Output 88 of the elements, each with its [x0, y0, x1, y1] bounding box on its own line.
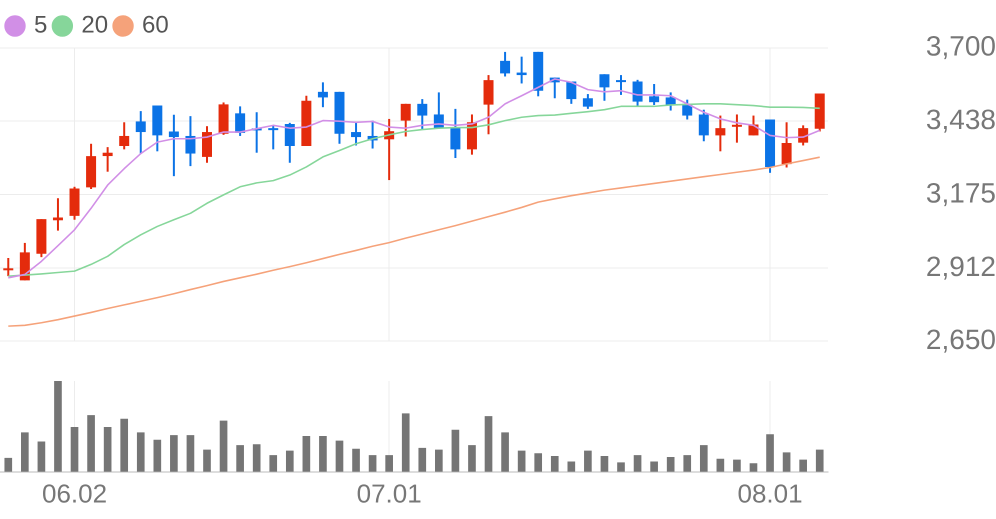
y-tick-label: 3,438 — [926, 104, 996, 135]
bar — [501, 432, 509, 472]
candlestick — [732, 113, 742, 144]
bar — [38, 442, 46, 472]
bar — [634, 455, 642, 472]
bar — [136, 432, 145, 472]
bar — [402, 413, 410, 472]
candlestick — [268, 124, 278, 150]
bar — [236, 445, 244, 472]
bar — [650, 461, 658, 472]
bar — [733, 460, 741, 472]
legend-label: 20 — [81, 12, 108, 39]
candlestick — [649, 83, 660, 106]
bar — [782, 452, 790, 472]
candlestick — [715, 114, 726, 152]
bar — [435, 450, 443, 472]
bar — [4, 458, 12, 472]
bar — [518, 450, 526, 472]
bar — [666, 456, 675, 472]
candlestick — [500, 50, 510, 78]
y-tick-label: 3,175 — [926, 177, 996, 208]
bar — [683, 455, 692, 472]
bar — [302, 436, 310, 472]
candlestick — [632, 78, 643, 108]
bar — [104, 426, 112, 472]
bar — [700, 445, 708, 472]
bar — [716, 458, 724, 472]
bar — [550, 456, 559, 472]
bar — [567, 461, 576, 472]
bar — [203, 450, 211, 472]
candlestick — [351, 122, 362, 146]
bar — [766, 434, 774, 472]
bar — [352, 448, 360, 472]
bar — [87, 415, 95, 472]
bar — [600, 456, 608, 472]
candlestick — [102, 146, 113, 173]
candlestick — [318, 81, 328, 108]
bar — [617, 462, 625, 472]
candlestick — [698, 108, 709, 142]
candlestick — [516, 56, 527, 84]
bar — [336, 440, 344, 472]
bar — [21, 432, 29, 472]
bar — [799, 460, 807, 472]
x-tick-label: 08.01 — [738, 478, 803, 509]
candlestick — [450, 108, 460, 160]
y-tick-label: 2,912 — [926, 250, 996, 282]
y-tick-label: 3,700 — [926, 30, 996, 62]
bar — [54, 381, 62, 472]
bar — [252, 444, 261, 472]
candlestick — [52, 197, 63, 232]
candlestick — [566, 80, 576, 105]
candlestick — [616, 74, 626, 96]
bar — [70, 426, 78, 472]
candlestick — [599, 73, 610, 102]
candlestick — [417, 98, 428, 131]
bar — [269, 455, 278, 472]
candlestick — [168, 114, 179, 178]
y-tick-label: 2,650 — [926, 324, 996, 355]
bar — [153, 440, 162, 472]
bar — [452, 430, 460, 472]
bar — [816, 450, 824, 472]
bar — [584, 450, 592, 472]
bar — [120, 418, 128, 472]
x-tick-label: 07.01 — [356, 478, 422, 509]
bar — [484, 416, 492, 472]
candlestick — [782, 121, 792, 169]
legend-label: 5 — [34, 12, 48, 39]
candlestick — [582, 93, 593, 110]
bar — [385, 455, 393, 472]
candlestick — [3, 256, 14, 278]
bar — [319, 436, 327, 472]
bar — [534, 453, 542, 472]
x-tick-label: 06.02 — [42, 478, 108, 509]
bar — [170, 435, 178, 472]
bar — [220, 420, 228, 472]
candlestick — [400, 102, 411, 138]
candlestick — [136, 110, 146, 155]
candlestick — [119, 121, 130, 150]
candlestick — [235, 105, 246, 137]
candlestick — [284, 122, 295, 164]
bar — [368, 455, 376, 472]
candlestick — [185, 115, 196, 168]
bar — [418, 448, 426, 472]
bar — [186, 435, 194, 472]
bar — [286, 450, 294, 472]
bar — [468, 445, 476, 472]
legend-label: 60 — [142, 12, 169, 39]
bar — [750, 463, 758, 472]
